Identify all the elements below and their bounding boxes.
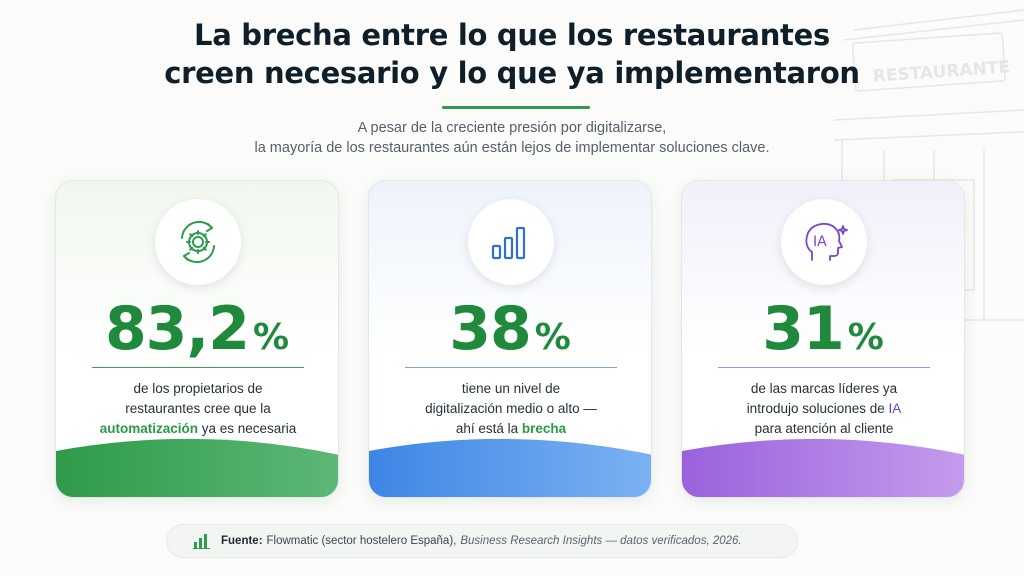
gear-sync-icon <box>155 199 241 285</box>
stat-unit: % <box>847 317 884 358</box>
bar-chart-icon <box>468 199 554 285</box>
desc-line-3-rest: ya es necesaria <box>197 421 297 436</box>
source-primary: Flowmatic (sector hostelero España), <box>266 535 457 547</box>
stat-value: 38% <box>369 289 651 384</box>
title-underline <box>442 106 590 109</box>
desc-line-1: de las marcas líderes ya <box>750 381 898 396</box>
desc-line-3: para atención al cliente <box>754 421 894 436</box>
chart-icon <box>193 533 211 549</box>
desc-line-2: introdujo soluciones de IA <box>702 399 946 419</box>
stat-number: 38 <box>449 294 531 364</box>
ai-head-icon: IA <box>781 199 867 285</box>
desc-line-1: de los propietarios de <box>133 381 263 396</box>
stat-description: tiene un nivel de digitalización medio o… <box>389 379 633 439</box>
card-divider <box>718 367 930 368</box>
title-line-2: creen necesario y lo que ya implementaro… <box>164 56 860 90</box>
stat-card-digitalization: 38% tiene un nivel de digitalización med… <box>368 180 652 498</box>
highlight-brecha: brecha <box>521 421 567 436</box>
desc-line-1: tiene un nivel de <box>461 381 561 396</box>
stat-card-ai: IA 31% de las marcas líderes ya introduj… <box>681 180 965 498</box>
card-wave <box>56 438 338 497</box>
stat-number: 31 <box>762 294 844 364</box>
stat-description: de los propietarios de restaurantes cree… <box>76 379 320 439</box>
card-wave <box>682 438 964 497</box>
stat-description: de las marcas líderes ya introdujo soluc… <box>702 379 946 439</box>
desc-line-3-pre: ahí está la <box>455 421 522 436</box>
source-footer: Fuente: Flowmatic (sector hostelero Espa… <box>166 524 798 558</box>
desc-line-2: restaurantes cree que la <box>125 401 271 416</box>
stat-number: 83,2 <box>104 294 250 364</box>
highlight-ia: IA <box>888 401 902 416</box>
stat-value: 31% <box>682 289 964 384</box>
ai-icon-label: IA <box>813 234 827 250</box>
stat-value: 83,2% <box>56 289 338 384</box>
highlight-automatizacion: automatización <box>99 421 198 436</box>
desc-line-2: digitalización medio o alto — <box>425 401 597 416</box>
subtitle-line-2: la mayoría de los restaurantes aún están… <box>254 140 770 156</box>
card-wave <box>369 438 651 497</box>
page-title: La brecha entre lo que los restaurantes … <box>0 16 1024 92</box>
stat-card-automation: 83,2% de los propietarios de restaurante… <box>55 180 339 498</box>
title-line-1: La brecha entre lo que los restaurantes <box>194 18 830 52</box>
desc-line-3: ahí está la brecha <box>389 419 633 439</box>
stat-unit: % <box>252 317 290 358</box>
card-divider <box>92 367 304 368</box>
desc-line-2-pre: introdujo soluciones de <box>746 401 889 416</box>
source-label: Fuente: <box>221 535 263 547</box>
stat-unit: % <box>534 317 571 358</box>
source-secondary: Business Research Insights — datos verif… <box>460 535 742 547</box>
card-divider <box>405 367 617 368</box>
page-subtitle: A pesar de la creciente presión por digi… <box>0 118 1024 158</box>
subtitle-line-1: A pesar de la creciente presión por digi… <box>357 120 667 136</box>
desc-line-3: automatización ya es necesaria <box>76 419 320 439</box>
